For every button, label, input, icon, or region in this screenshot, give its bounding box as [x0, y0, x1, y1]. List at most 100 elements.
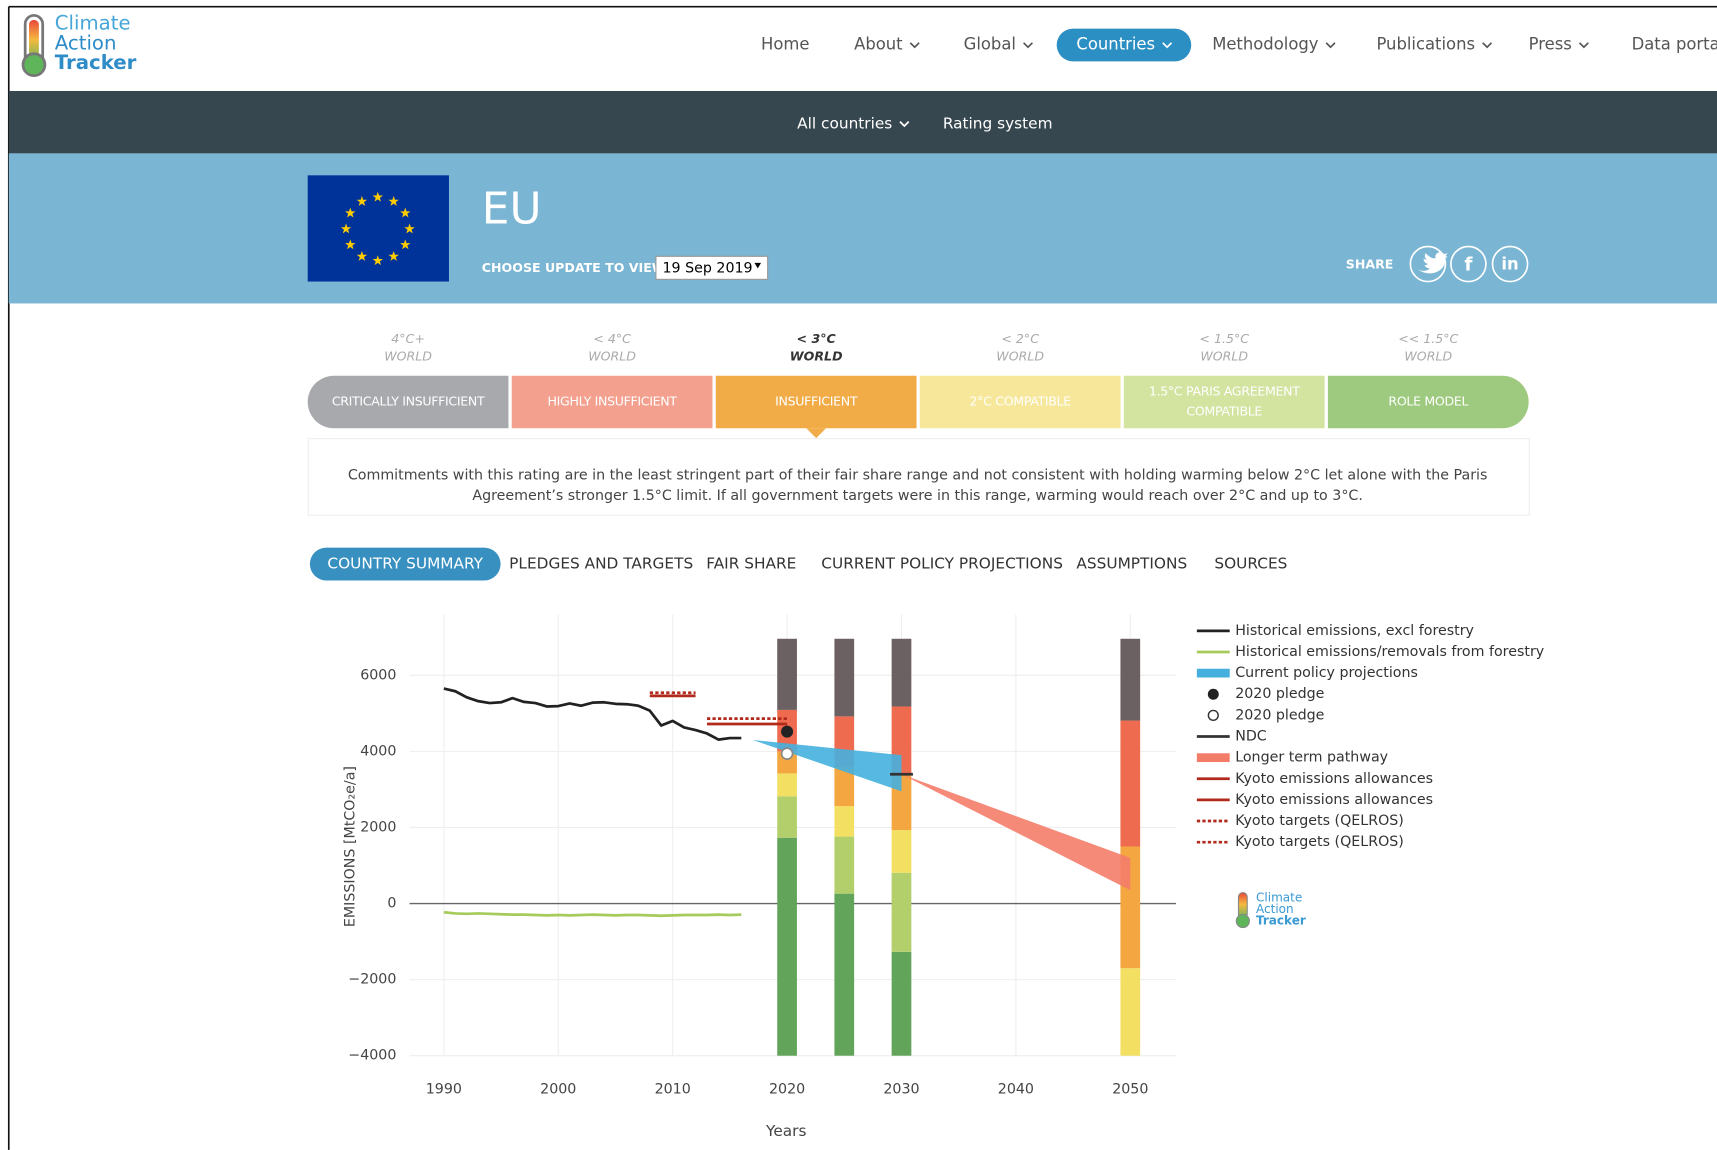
rating-world: WORLD: [1200, 349, 1248, 364]
rating-world: WORLD: [384, 349, 432, 364]
rating-cell[interactable]: HIGHLY INSUFFICIENT: [511, 375, 713, 429]
nav-item[interactable]: Publications: [1376, 35, 1493, 54]
nav-item[interactable]: Global: [964, 35, 1034, 54]
tabs: COUNTRY SUMMARY PLEDGES AND TARGETS FAIR S…: [309, 547, 1287, 581]
rating-level: < 4°C: [593, 331, 631, 346]
nav-item[interactable]: Home: [761, 35, 809, 54]
legend-item[interactable]: Current policy projections: [1196, 665, 1418, 681]
nav-item[interactable]: Countries: [1056, 28, 1192, 62]
legend-item[interactable]: Longer term pathway: [1196, 750, 1388, 766]
rating-label: ROLE MODEL: [1388, 393, 1468, 408]
rating-box: [1123, 375, 1325, 429]
legend-item[interactable]: Historical emissions/removals from fores…: [1196, 644, 1544, 660]
select-arrow: [754, 262, 762, 269]
nav-item[interactable]: Press: [1529, 35, 1589, 54]
legend-item[interactable]: Kyoto emissions allowances: [1196, 771, 1433, 787]
share-circle: [1491, 245, 1529, 283]
rating-bar-segment: [777, 638, 797, 710]
nav-item[interactable]: About: [854, 35, 920, 54]
flag-star: [372, 191, 383, 202]
legend-label: Kyoto targets (QELROS): [1235, 834, 1404, 850]
x-tick-label: 2010: [655, 1082, 691, 1098]
flag-star: [340, 223, 352, 234]
legend-item[interactable]: Kyoto targets (QELROS): [1196, 834, 1404, 850]
tab[interactable]: SOURCES: [1214, 555, 1287, 573]
rating-cell[interactable]: 2°C COMPATIBLE: [919, 375, 1121, 429]
rating-world: WORLD: [588, 349, 636, 364]
share-circle: [1450, 245, 1487, 283]
update-select[interactable]: 19 Sep 2019: [655, 255, 769, 280]
legend-label: Kyoto emissions allowances: [1235, 792, 1433, 808]
rating-bar-segment: [834, 806, 855, 837]
rating-bar-segment: [834, 836, 855, 894]
rating-cell[interactable]: ROLE MODEL: [1327, 375, 1529, 429]
subnav-label: All countries: [797, 114, 892, 132]
legend-item[interactable]: 2020 pledge: [1207, 686, 1325, 702]
flag-star: [356, 250, 368, 261]
flag-star: [404, 223, 415, 234]
rating-cell[interactable]: 1.5°C PARIS AGREEMENT COMPATIBLE: [1123, 375, 1325, 429]
legend-symbol: [1207, 688, 1219, 700]
subnav-item[interactable]: Rating system: [943, 114, 1053, 132]
series-marker: [781, 725, 794, 738]
subnav-item[interactable]: All countries: [797, 114, 910, 132]
legend-label: Current policy projections: [1235, 665, 1418, 681]
tab-label: ASSUMPTIONS: [1076, 555, 1187, 573]
rating-box: [1327, 375, 1529, 429]
rating-world: WORLD: [1404, 349, 1452, 364]
legend-label: Historical emissions/removals from fores…: [1235, 644, 1544, 660]
legend-label: NDC: [1235, 729, 1267, 745]
rating-bar-segment: [1120, 968, 1141, 1056]
flag-star: [388, 250, 399, 261]
tab-label: SOURCES: [1214, 555, 1287, 573]
y-tick-label: −2000: [348, 972, 396, 988]
flag-stars: [340, 191, 415, 266]
rating-cell[interactable]: CRITICALLY INSUFFICIENT: [307, 375, 509, 429]
x-tick-label: 2040: [998, 1082, 1034, 1098]
select-value: 19 Sep 2019: [662, 260, 752, 276]
nav-item[interactable]: Methodology: [1212, 35, 1336, 54]
nav-label: Press: [1529, 35, 1572, 54]
logo-text: Action: [55, 31, 117, 54]
header: Climate Action Tracker Home About Global Co…: [21, 12, 1717, 78]
logo[interactable]: Climate Action Tracker: [21, 12, 137, 78]
description: Commitments with this rating are in the …: [348, 467, 1488, 483]
nav-label: Global: [964, 35, 1016, 54]
nav-label: Data portal: [1632, 35, 1717, 54]
legend-symbol: [1196, 668, 1230, 678]
legend-item[interactable]: Historical emissions, excl forestry: [1196, 623, 1474, 639]
chart: 1990 2000 2010 2020 2030 2040 2050 6000 4000 2000…: [342, 614, 1544, 1140]
nav-label: About: [854, 35, 903, 54]
share-facebook[interactable]: f: [1450, 245, 1487, 283]
tab[interactable]: PLEDGES AND TARGETS: [509, 555, 693, 573]
tab[interactable]: ASSUMPTIONS: [1076, 555, 1187, 573]
rating-cell[interactable]: INSUFFICIENT: [715, 375, 917, 429]
nav-item[interactable]: Data portal: [1632, 35, 1717, 54]
flag: [307, 175, 449, 282]
x-tick-label: 2020: [769, 1082, 805, 1098]
tab[interactable]: CURRENT POLICY PROJECTIONS: [821, 555, 1063, 573]
rating-bar-segment: [891, 951, 912, 1056]
flag-star: [388, 196, 399, 206]
x-tick-label: 2050: [1112, 1082, 1148, 1098]
rating-label: INSUFFICIENT: [775, 393, 858, 408]
legend-item[interactable]: Kyoto emissions allowances: [1196, 792, 1433, 808]
legend-item[interactable]: Kyoto targets (QELROS): [1196, 813, 1404, 829]
tab[interactable]: COUNTRY SUMMARY: [309, 547, 501, 581]
watermark-bulb: [1235, 913, 1250, 929]
legend-item[interactable]: 2020 pledge: [1207, 707, 1324, 723]
rating-bar-segment: [1120, 720, 1141, 847]
chevron: [909, 42, 920, 49]
tab[interactable]: FAIR SHARE: [706, 555, 796, 573]
chevron: [1162, 42, 1173, 49]
nav-label: Home: [761, 35, 809, 54]
share-twitter[interactable]: [1409, 245, 1448, 283]
rating-bar-segment: [891, 830, 912, 873]
legend-item[interactable]: NDC: [1196, 729, 1267, 745]
rating-bar-segment: [891, 872, 912, 952]
banner: [8, 153, 1717, 304]
logo-bulb: [21, 52, 47, 78]
chevron: [1482, 42, 1493, 49]
share-linkedin[interactable]: in: [1491, 245, 1529, 283]
rating-label: HIGHLY INSUFFICIENT: [548, 393, 678, 408]
